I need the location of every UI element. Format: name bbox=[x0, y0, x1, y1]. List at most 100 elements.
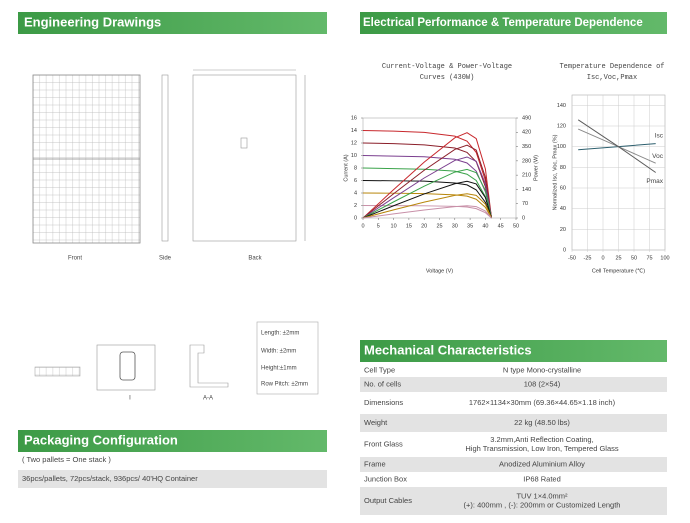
details: 36pcs/pallets, 72pcs/stack, 936pcs/ 40'H… bbox=[22, 474, 198, 483]
header-bar bbox=[18, 430, 327, 452]
y-tick-label: 0 bbox=[354, 215, 357, 221]
section-label: A-A bbox=[203, 396, 213, 402]
x-tick-label: 50 bbox=[513, 223, 519, 229]
y-tick-label: 10 bbox=[351, 153, 357, 159]
tolerance: Row Pitch: ±2mm bbox=[261, 382, 308, 388]
detail-drawing bbox=[96, 344, 156, 391]
y2-tick-label: 70 bbox=[522, 201, 528, 207]
view-label: Side bbox=[159, 256, 172, 262]
row-bg bbox=[360, 487, 667, 515]
row-value: 108 (2×54) bbox=[524, 379, 561, 388]
y2-tick-label: 420 bbox=[522, 130, 531, 136]
series-line bbox=[362, 192, 492, 219]
row-value: High Transmission, Low Iron, Tempered Gl… bbox=[465, 444, 619, 453]
y2-axis-label: Power (W) bbox=[533, 155, 539, 181]
x-tick-label: 30 bbox=[452, 223, 458, 229]
row-bg bbox=[360, 392, 667, 414]
profile-drawing bbox=[189, 344, 229, 388]
x-tick-label: 25 bbox=[436, 223, 442, 229]
row-label: No. of cells bbox=[364, 379, 401, 388]
chart-title: Temperature Dependence of bbox=[559, 63, 664, 71]
series-line bbox=[362, 156, 493, 219]
y2-tick-label: 490 bbox=[522, 115, 531, 121]
side-drawing bbox=[161, 74, 169, 242]
x-tick-label: 100 bbox=[660, 255, 669, 261]
series-line bbox=[362, 180, 492, 219]
tolerance-box bbox=[256, 321, 319, 395]
y-tick-label: 20 bbox=[560, 227, 566, 233]
x-tick-label: 10 bbox=[391, 223, 397, 229]
section-title: Electrical Performance & Temperature Dep… bbox=[363, 17, 643, 29]
x-tick-label: 0 bbox=[361, 223, 364, 229]
tolerance: Width: ±2mm bbox=[261, 349, 296, 355]
row-label: Front Glass bbox=[364, 439, 403, 448]
x-tick-label: 45 bbox=[498, 223, 504, 229]
row-label: Frame bbox=[364, 459, 386, 468]
row-value: TUV 1×4.0mm² bbox=[516, 491, 568, 500]
electrical: Electrical Performance & Temperature Dep… bbox=[360, 12, 667, 34]
x-tick-label: 75 bbox=[646, 255, 652, 261]
packaging: Packaging Configuration ( Two pallets = … bbox=[18, 430, 327, 488]
y-axis-label: Current (A) bbox=[343, 154, 349, 181]
series-line bbox=[362, 168, 493, 219]
series-label: Isc bbox=[655, 132, 664, 139]
x-tick-label: -50 bbox=[568, 255, 576, 261]
y-tick-label: 14 bbox=[351, 128, 357, 134]
row-value: Anodized Aluminium Alloy bbox=[499, 459, 585, 468]
row-value: IP68 Rated bbox=[523, 474, 561, 483]
view-label: Front bbox=[68, 256, 82, 262]
x-tick-label: 5 bbox=[377, 223, 380, 229]
view-label: Back bbox=[248, 256, 262, 262]
y-tick-label: 140 bbox=[557, 103, 566, 109]
series-line bbox=[362, 193, 492, 219]
y-tick-label: 0 bbox=[563, 247, 566, 253]
y2-tick-label: 140 bbox=[522, 187, 531, 193]
y-tick-label: 120 bbox=[557, 123, 566, 129]
x-tick-label: 0 bbox=[601, 255, 604, 261]
row-value: 3.2mm,Anti Reflection Coating, bbox=[490, 435, 593, 444]
chart-title: Curves (430W) bbox=[420, 74, 475, 82]
y-tick-label: 100 bbox=[557, 144, 566, 150]
row-bg bbox=[360, 377, 667, 392]
series-line bbox=[362, 142, 493, 219]
series-line bbox=[362, 132, 493, 219]
y-tick-label: 2 bbox=[354, 203, 357, 209]
y-axis-label: Normalized Isc, Voc, Pmax (%) bbox=[552, 134, 558, 210]
row-bg bbox=[360, 457, 667, 472]
temp-chart: Temperature Dependence of Isc,Voc,Pmax 0 20… bbox=[552, 63, 669, 275]
tolerance: Length: ±2mm bbox=[261, 331, 299, 337]
row-value: (+): 400mm , (-): 200mm or Customized Le… bbox=[464, 500, 621, 509]
x-axis-label: Voltage (V) bbox=[426, 268, 453, 274]
x-tick-label: 40 bbox=[482, 223, 488, 229]
series-line bbox=[362, 130, 493, 219]
junction-box bbox=[240, 137, 248, 149]
tolerance: Height:±1mm bbox=[261, 366, 297, 372]
detail-drawing bbox=[34, 366, 81, 377]
series-label: Voc bbox=[652, 153, 664, 160]
row-bg bbox=[18, 470, 327, 488]
y2-tick-label: 0 bbox=[522, 215, 525, 221]
row-label: Cell Type bbox=[364, 365, 395, 374]
iv-chart: Current-Voltage & Power-Voltage Curves (4… bbox=[343, 63, 539, 275]
series-line bbox=[362, 180, 492, 219]
row-label: Weight bbox=[364, 418, 388, 427]
x-tick-label: 35 bbox=[467, 223, 473, 229]
row-bg bbox=[360, 432, 667, 457]
chart-title: Current-Voltage & Power-Voltage bbox=[382, 63, 512, 71]
row-value: N type Mono-crystalline bbox=[503, 365, 581, 374]
mechanical: Mechanical Characteristics Cell Type N ty… bbox=[360, 340, 667, 515]
note: ( Two pallets = One stack ) bbox=[22, 455, 111, 464]
y-tick-label: 12 bbox=[351, 140, 357, 146]
x-tick-label: -25 bbox=[584, 255, 592, 261]
section-label: I bbox=[129, 396, 131, 402]
y-tick-label: 16 bbox=[351, 115, 357, 121]
row-label: Dimensions bbox=[364, 398, 403, 407]
series-line bbox=[362, 144, 493, 219]
row-label: Junction Box bbox=[364, 474, 407, 483]
series-line bbox=[362, 205, 492, 219]
y-tick-label: 40 bbox=[560, 206, 566, 212]
engineering: Engineering Drawings Front Side Back I A… bbox=[18, 12, 327, 402]
y-tick-label: 6 bbox=[354, 178, 357, 184]
series-line bbox=[362, 155, 493, 219]
